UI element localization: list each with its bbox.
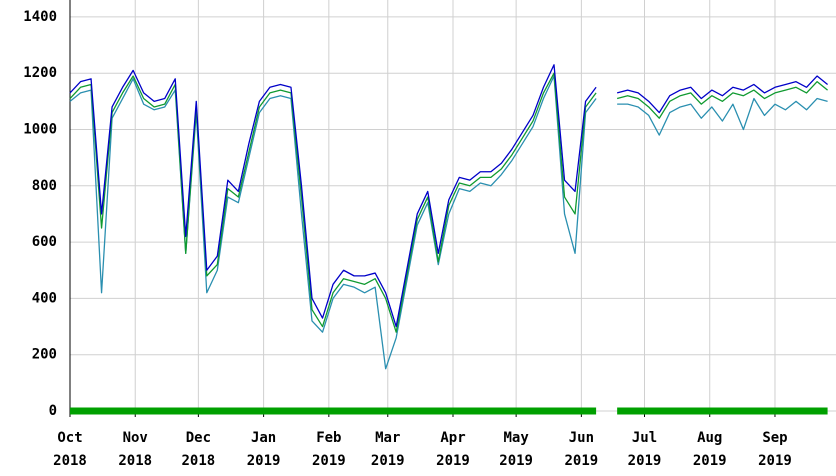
data-line [616, 80, 828, 119]
x-tick-label: May 2019 [499, 430, 533, 469]
x-tick-label: Apr 2019 [436, 430, 470, 469]
data-line [69, 75, 597, 370]
x-tick-label: Jan 2019 [247, 430, 281, 469]
y-tick-label: 400 [32, 290, 57, 306]
x-tick-label: Mar 2019 [371, 430, 405, 469]
y-tick-label: 1400 [23, 9, 57, 25]
data-line [616, 75, 828, 114]
x-tick-label: Sep 2019 [758, 430, 792, 469]
x-tick-label: Feb 2019 [312, 430, 346, 469]
y-tick-label: 600 [32, 234, 57, 250]
y-tick-label: 0 [49, 403, 57, 419]
x-tick-label: Nov 2018 [118, 430, 152, 469]
data-line [69, 64, 597, 328]
y-tick-label: 1000 [23, 121, 57, 137]
x-tick-label: Jul 2019 [628, 430, 662, 469]
y-tick-label: 1200 [23, 65, 57, 81]
data-line [617, 97, 828, 136]
data-line [69, 72, 597, 333]
x-tick-label: Aug 2019 [693, 430, 727, 469]
x-tick-label: Jun 2019 [565, 430, 599, 469]
x-tick-label: Oct 2018 [53, 430, 87, 469]
y-tick-label: 800 [32, 178, 57, 194]
y-tick-label: 200 [32, 347, 57, 363]
x-tick-label: Dec 2018 [182, 430, 216, 469]
